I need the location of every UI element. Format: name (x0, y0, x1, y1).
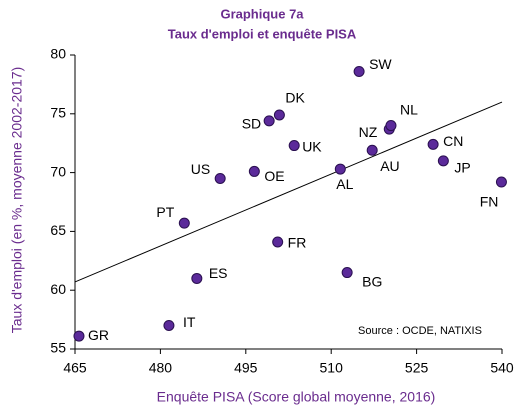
point-label: US (191, 161, 210, 177)
source-box (339, 318, 499, 344)
point (495, 176, 507, 188)
point-label: AL (336, 176, 353, 192)
point (353, 65, 365, 77)
point-label: SW (369, 56, 392, 72)
point-label: ES (209, 265, 228, 281)
y-tick-label: 55 (50, 340, 66, 356)
y-tick-label: 65 (50, 222, 66, 238)
point-label: NL (400, 101, 418, 117)
point-label: FN (480, 194, 499, 210)
point-label: PT (156, 204, 174, 220)
y-axis-label: Taux d'emploi (en %, moyenne 2002-2017) (9, 67, 25, 334)
point-label: IT (183, 314, 196, 330)
point (191, 272, 203, 284)
x-tick-label: 465 (63, 360, 87, 376)
x-tick-label: 525 (405, 360, 429, 376)
source-note: Source : OCDE, NATIXIS (358, 325, 482, 337)
point-label: GR (88, 327, 109, 343)
x-tick-label: 510 (320, 360, 344, 376)
point (214, 172, 226, 184)
point-label: UK (302, 138, 322, 154)
point (263, 115, 275, 127)
y-tick-label: 60 (50, 281, 66, 297)
x-axis-label: Enquête PISA (Score global moyenne, 2016… (157, 389, 436, 405)
point-label: BG (362, 273, 382, 289)
y-tick-label: 70 (50, 163, 66, 179)
point-label: CN (443, 133, 463, 149)
point-label: FR (288, 235, 307, 251)
point (248, 165, 260, 177)
point (366, 144, 378, 156)
point-label: DK (285, 90, 305, 106)
trend-line (74, 101, 503, 283)
point (341, 267, 353, 279)
point-label: NZ (359, 124, 378, 140)
chart-subtitle: Taux d'emploi et enquête PISA (168, 26, 357, 41)
point (163, 319, 175, 331)
point-label: OE (264, 168, 284, 184)
x-tick-label: 480 (149, 360, 173, 376)
chart-title: Graphique 7a (220, 6, 304, 21)
y-tick-label: 80 (50, 46, 66, 62)
point-label: JP (454, 160, 470, 176)
point (437, 155, 449, 167)
y-tick-label: 75 (50, 105, 66, 121)
point-label: AU (380, 158, 399, 174)
point (288, 140, 300, 152)
point (334, 163, 346, 175)
point (385, 120, 397, 132)
point (73, 330, 85, 342)
x-tick-label: 495 (234, 360, 258, 376)
point (273, 109, 285, 121)
x-tick-label: 540 (490, 360, 514, 376)
point-label: SD (242, 116, 261, 132)
point (178, 217, 190, 229)
point (272, 236, 284, 248)
point (427, 138, 439, 150)
